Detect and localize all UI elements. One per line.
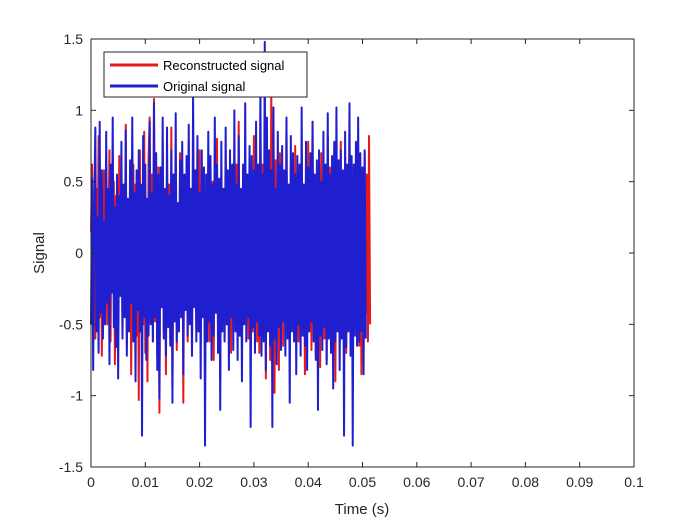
- x-tick-label: 0.08: [512, 474, 539, 490]
- x-tick-label: 0.05: [349, 474, 376, 490]
- legend-label-original: Original signal: [163, 79, 245, 94]
- x-tick-label: 0.01: [132, 474, 159, 490]
- series-layer: [90, 40, 372, 447]
- x-tick-label: 0.02: [186, 474, 213, 490]
- y-tick-label: -1: [71, 388, 84, 404]
- ticks-layer: [90, 38, 635, 468]
- x-tick-label: 0.06: [403, 474, 430, 490]
- y-tick-label: 1.5: [64, 31, 84, 47]
- legend: Reconstructed signal Original signal: [103, 51, 308, 98]
- x-tick-label: 0: [87, 474, 95, 490]
- y-tick-label: 0.5: [64, 174, 84, 190]
- y-axis-title: Signal: [31, 232, 48, 274]
- x-tick-label: 0.04: [295, 474, 322, 490]
- x-tick-label: 0.07: [457, 474, 484, 490]
- y-tick-label: 1: [75, 102, 83, 118]
- legend-box: [103, 51, 308, 98]
- x-tick-label: 0.09: [566, 474, 593, 490]
- tick-labels-layer: 0 0.01 0.02 0.03 0.04 0.05 0.06 0.07 0.08 0.09 0.1…: [59, 31, 644, 490]
- legend-label-reconstructed: Reconstructed signal: [163, 58, 285, 73]
- x-axis-title: Time (s): [335, 501, 389, 518]
- y-tick-label: 0: [75, 245, 83, 261]
- y-tick-label: -0.5: [59, 316, 83, 332]
- series-line-original: [90, 40, 367, 447]
- y-tick-label: -1.5: [59, 459, 83, 475]
- x-tick-label: 0.1: [624, 474, 644, 490]
- x-tick-label: 0.03: [240, 474, 267, 490]
